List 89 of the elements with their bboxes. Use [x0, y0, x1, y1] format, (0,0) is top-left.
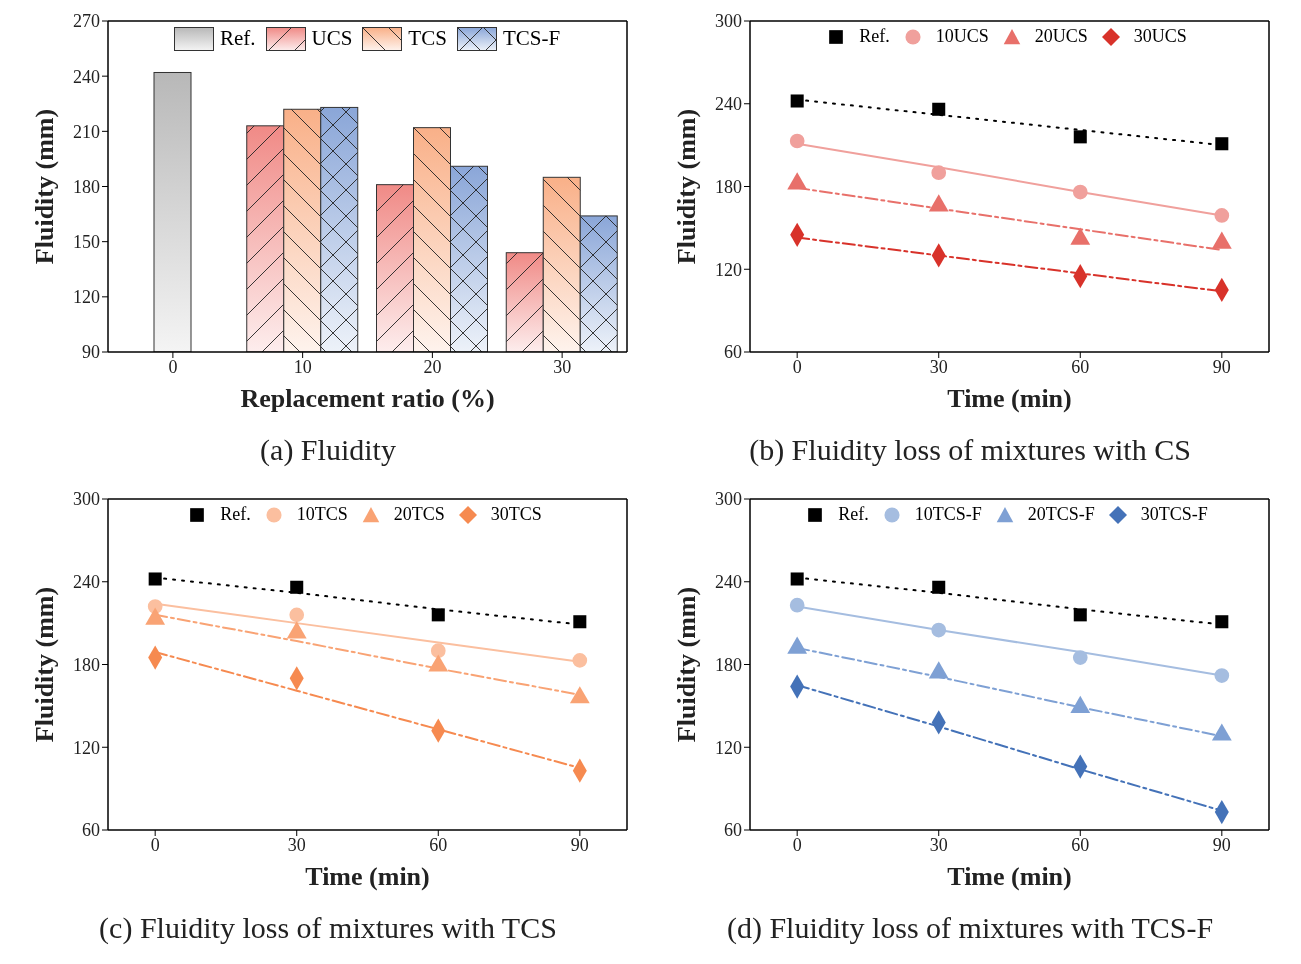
point: [789, 597, 805, 613]
point: [289, 607, 305, 623]
point: [932, 580, 946, 594]
point: [1073, 130, 1087, 144]
legend-label: Ref.: [838, 504, 869, 525]
point: [431, 608, 445, 622]
y-tick-label: 150: [73, 232, 100, 253]
y-tick-label: 270: [73, 11, 100, 32]
x-axis-title: Replacement ratio (%): [240, 383, 495, 413]
x-tick-label: 0: [792, 356, 802, 377]
legend-label: TCS: [408, 26, 447, 51]
point: [931, 165, 947, 181]
text: (b) Fluidity loss of mixtures with CS: [748, 432, 1192, 468]
x-tick-label: 30: [287, 834, 306, 855]
text: (d) Fluidity loss of mixtures with TCS-F: [725, 910, 1215, 946]
y-tick-label: 180: [715, 654, 742, 675]
point: [148, 572, 162, 586]
point: [1215, 137, 1229, 151]
legend-label: 20TCS: [393, 504, 445, 525]
x-tick-label: 30: [929, 834, 948, 855]
x-tick-label: 0: [150, 834, 160, 855]
y-tick-label: 300: [715, 11, 742, 32]
x-tick-label: 90: [1212, 834, 1231, 855]
y-tick-label: 120: [73, 737, 100, 758]
x-axis-title: Time (min): [305, 861, 430, 891]
legend-label: 10TCS: [296, 504, 348, 525]
y-tick-label: 180: [715, 176, 742, 197]
y-tick-label: 60: [724, 342, 742, 363]
y-tick-label: 180: [73, 654, 100, 675]
legend-label: 10TCS-F: [914, 504, 982, 525]
y-axis-title: Fluidity (mm): [671, 108, 701, 265]
x-tick-label: 30: [929, 356, 948, 377]
x-tick-label: 60: [429, 834, 448, 855]
x-tick-label: 30: [553, 356, 572, 377]
legend-label: 30TCS-F: [1140, 504, 1208, 525]
y-tick-label: 180: [73, 176, 100, 197]
x-tick-label: 90: [570, 834, 589, 855]
x-axis-title: Time (min): [947, 383, 1072, 413]
y-tick-label: 120: [715, 259, 742, 280]
y-tick-label: 120: [715, 737, 742, 758]
y-tick-label: 240: [73, 66, 100, 87]
point: [1214, 208, 1230, 223]
legend-label: 10UCS: [935, 26, 989, 47]
point: [789, 133, 805, 149]
x-tick-label: 0: [792, 834, 802, 855]
y-tick-label: 240: [715, 572, 742, 593]
x-tick-label: 60: [1071, 356, 1090, 377]
y-tick-label: 240: [73, 572, 100, 593]
y-tick-label: 300: [715, 489, 742, 510]
text: (c) Fluidity loss of mixtures with TCS: [98, 910, 558, 946]
point: [1072, 184, 1088, 200]
y-tick-label: 120: [73, 287, 100, 308]
point: [1072, 650, 1088, 665]
y-tick-label: 90: [82, 342, 100, 363]
x-tick-label: 90: [1212, 356, 1231, 377]
y-tick-label: 300: [73, 489, 100, 510]
x-tick-label: 10: [293, 356, 312, 377]
point: [1073, 608, 1087, 622]
legend-label: 20TCS-F: [1027, 504, 1095, 525]
y-tick-label: 210: [73, 121, 100, 142]
y-axis-title: Fluidity (mm): [29, 586, 59, 743]
point: [790, 572, 804, 586]
legend-label: 30TCS: [490, 504, 542, 525]
y-tick-label: 240: [715, 94, 742, 115]
y-tick-label: 60: [82, 820, 100, 841]
legend-label: 20UCS: [1034, 26, 1088, 47]
x-tick-label: 0: [168, 356, 178, 377]
point: [1215, 615, 1229, 629]
point: [932, 102, 946, 116]
y-axis-title: Fluidity (mm): [29, 108, 59, 265]
x-tick-label: 20: [423, 356, 442, 377]
point: [572, 653, 588, 668]
y-axis-title: Fluidity (mm): [671, 586, 701, 743]
legend-label: Ref.: [219, 26, 256, 51]
point: [430, 643, 446, 659]
point: [1214, 668, 1230, 683]
text: (a) Fluidity: [259, 432, 397, 468]
y-tick-label: 60: [724, 820, 742, 841]
legend-label: Ref.: [859, 26, 890, 47]
legend-label: UCS: [311, 26, 353, 51]
x-tick-label: 60: [1071, 834, 1090, 855]
point: [573, 615, 587, 629]
point: [290, 580, 304, 594]
legend-label: Ref.: [220, 504, 251, 525]
legend-label: 30UCS: [1133, 26, 1187, 47]
point: [931, 622, 947, 638]
point: [790, 94, 804, 108]
legend-label: TCS-F: [502, 26, 561, 51]
x-axis-title: Time (min): [947, 861, 1072, 891]
